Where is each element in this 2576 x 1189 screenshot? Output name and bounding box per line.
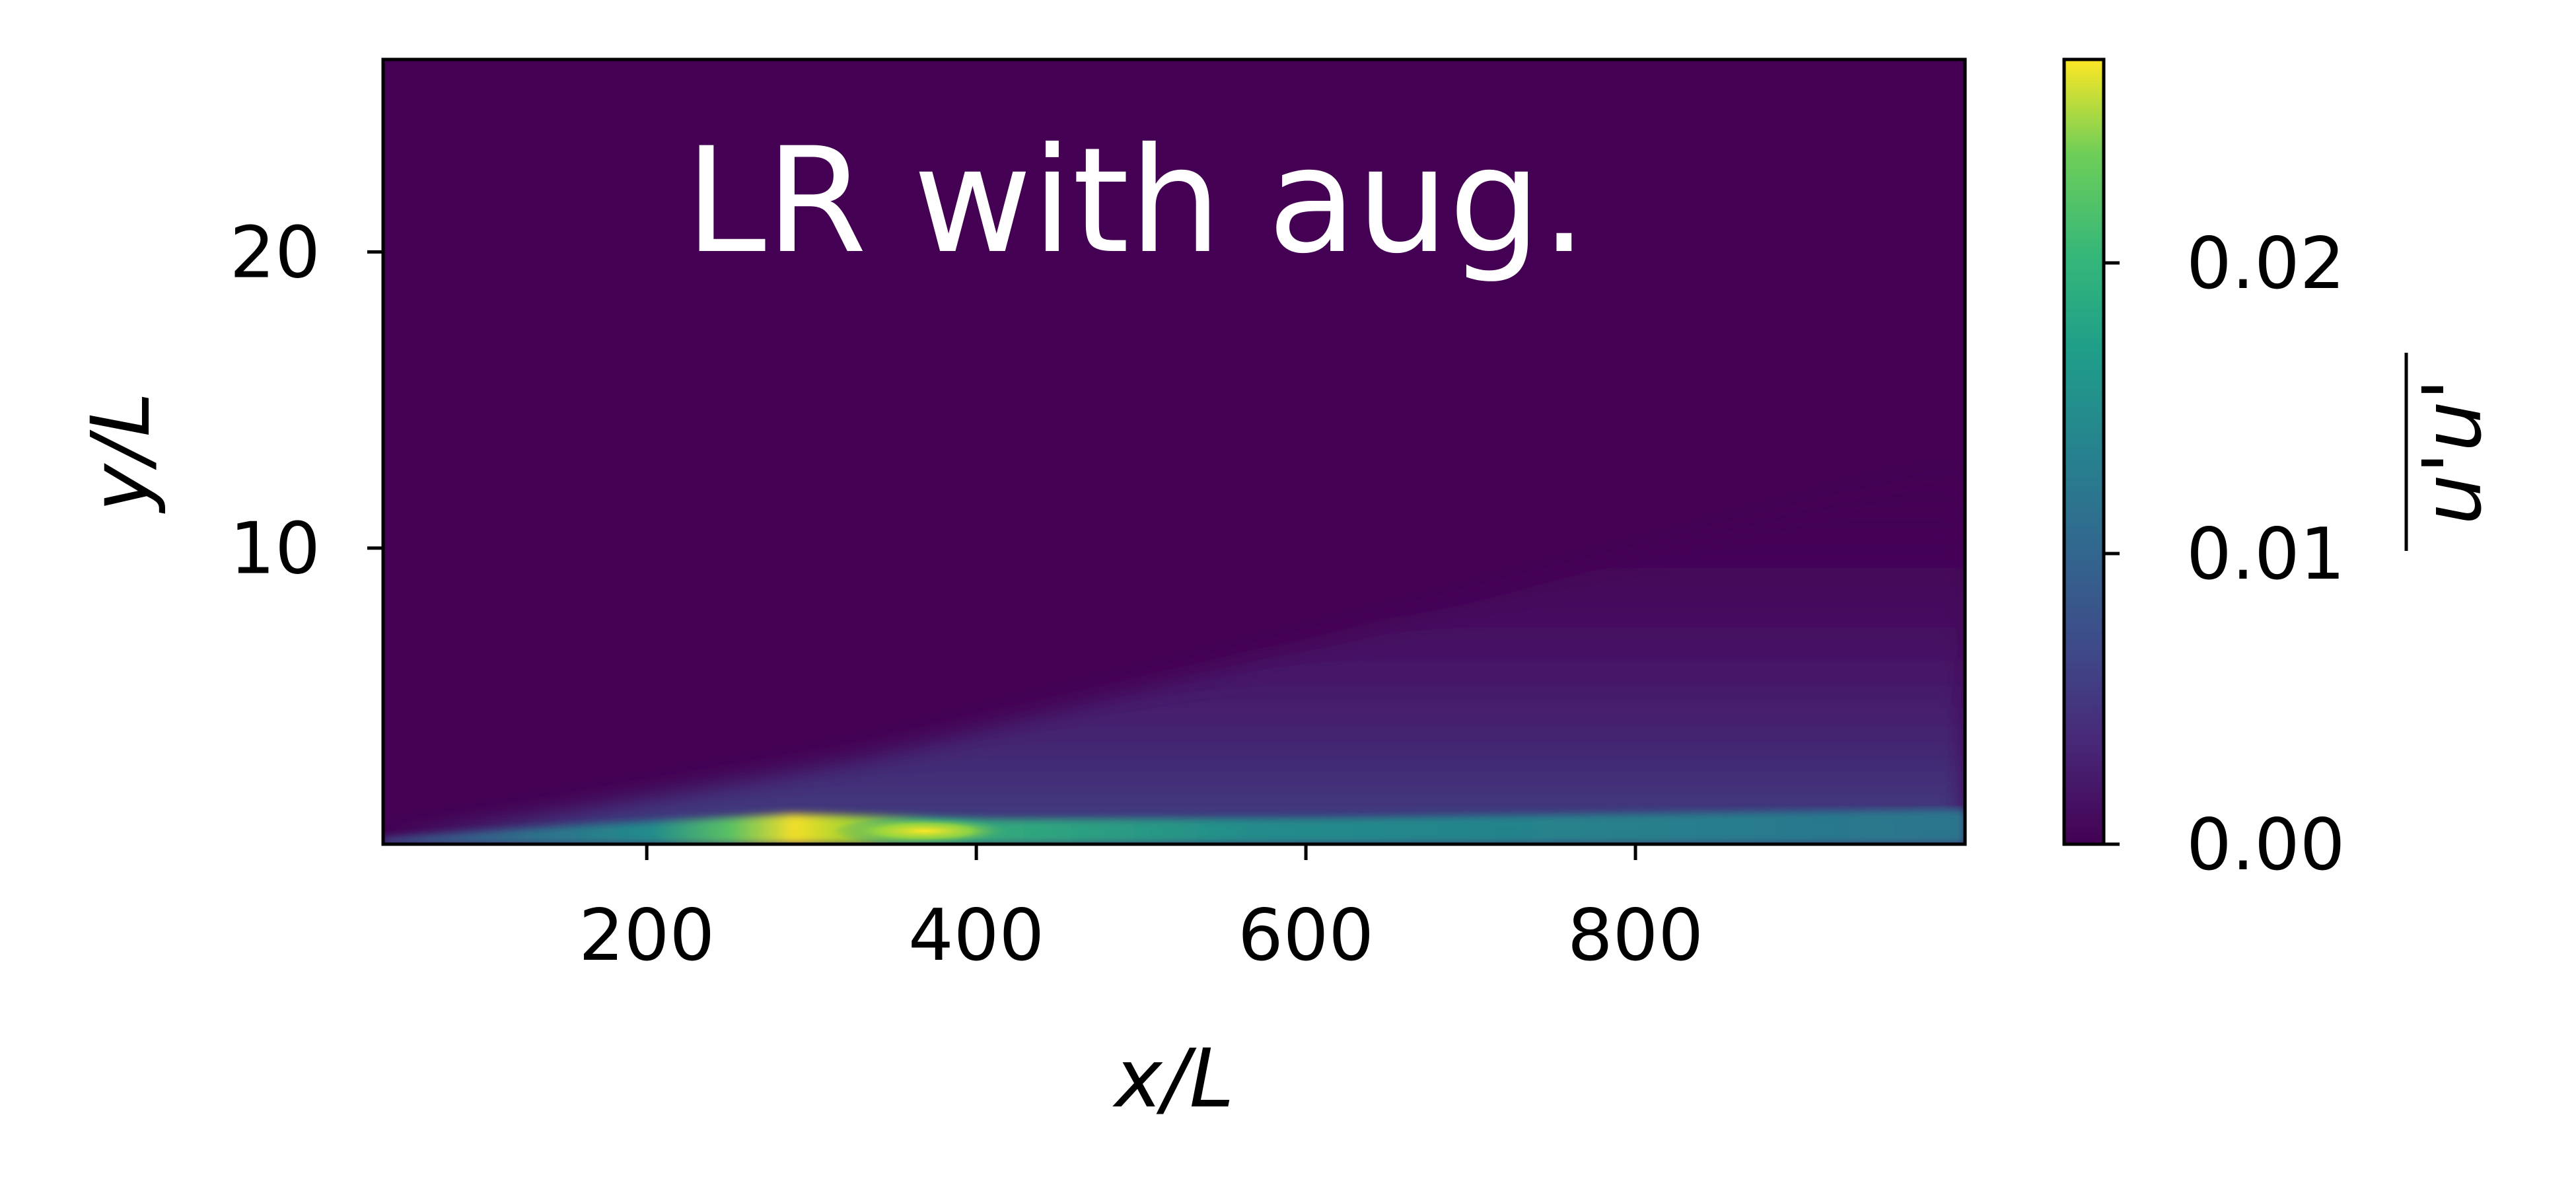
x-tick-label: 600: [1238, 894, 1374, 977]
y-axis: 10 20: [230, 211, 383, 591]
x-axis: 200 400 600 800: [579, 844, 1703, 977]
y-tick-label: 20: [230, 211, 320, 294]
colorbar-gradient: [2062, 57, 2106, 846]
colorbar-tick-label: 0.02: [2186, 223, 2345, 305]
y-axis-label: y/L: [74, 392, 168, 514]
x-axis-label: x/L: [1112, 1032, 1234, 1126]
colorbar-tick-label: 0.01: [2186, 513, 2345, 596]
colorbar-label: u'u': [2406, 378, 2499, 525]
colorbar-tick-label: 0.00: [2186, 804, 2345, 886]
y-tick-label: 10: [230, 508, 320, 591]
colorbar: 0.00 0.01 0.02 u'u': [2062, 57, 2499, 886]
x-tick-label: 400: [908, 894, 1044, 977]
chart-annotation: LR with aug.: [685, 116, 1587, 285]
colorbar-label-group: u'u': [2404, 353, 2499, 551]
plot-frame: [381, 57, 1967, 846]
heatmap-field: [383, 59, 1965, 844]
x-tick-label: 800: [1567, 894, 1703, 977]
colorbar-ticks: 0.00 0.01 0.02: [2104, 223, 2345, 886]
x-tick-label: 200: [579, 894, 715, 977]
